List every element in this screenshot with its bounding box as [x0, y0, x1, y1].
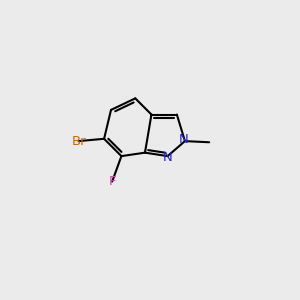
Text: F: F — [108, 175, 116, 188]
Text: Br: Br — [71, 135, 86, 148]
Text: N: N — [179, 134, 189, 146]
Text: N: N — [163, 151, 172, 164]
